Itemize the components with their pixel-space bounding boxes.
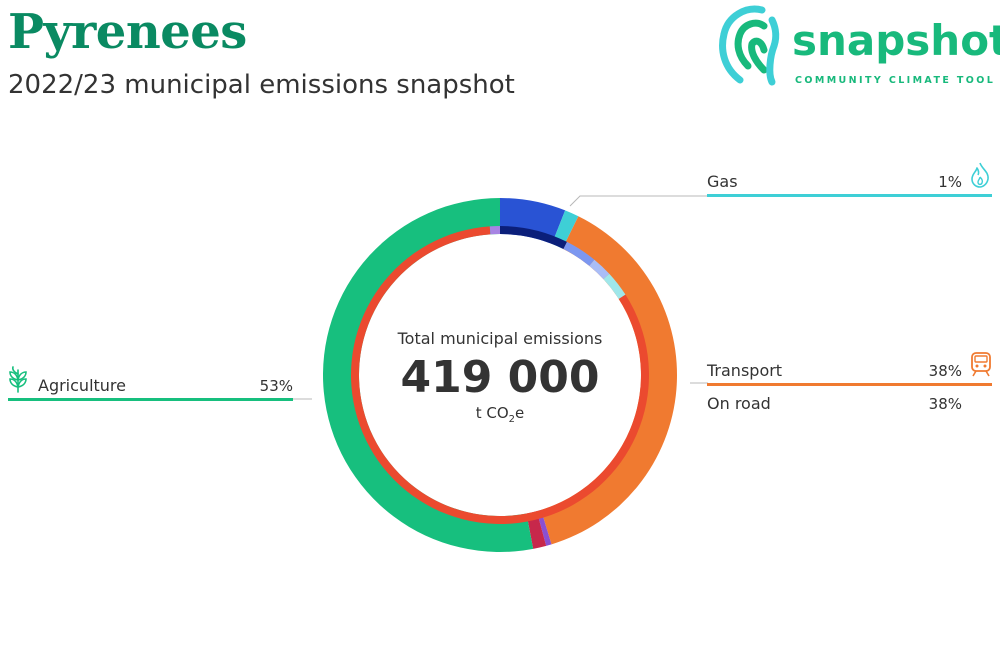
sprout-icon [9, 366, 27, 393]
legend-gas-pct: 1% [938, 173, 962, 191]
inner-slice-waste-sub [489, 226, 500, 235]
flame-icon [971, 162, 989, 188]
inner-slice-electricity-sub-3 [589, 259, 610, 280]
unit-prefix: t CO [475, 404, 509, 422]
legend-transport-pct: 38% [928, 362, 962, 380]
logo-wordmark: snapshot [792, 16, 1000, 65]
train-icon [971, 352, 991, 377]
total-value: 419 000 [400, 352, 600, 403]
unit-suffix: e [515, 404, 525, 422]
legend-transport-underline [707, 383, 992, 386]
legend-agriculture-pct: 53% [259, 377, 293, 395]
outer-slice-waste [536, 509, 552, 546]
fingerprint-logo-icon [719, 5, 780, 86]
inner-slice-electricity-sub-1 [500, 226, 568, 250]
logo-tagline: COMMUNITY CLIMATE TOOL [795, 75, 996, 86]
page-subtitle: 2022/23 municipal emissions snapshot [8, 70, 515, 100]
legend-agriculture-underline [8, 398, 293, 401]
outer-slice-agriculture [323, 197, 534, 552]
total-caption: Total municipal emissions [397, 329, 603, 348]
inner-slice-gas-sub [603, 273, 626, 299]
gas-leader-line [569, 195, 708, 207]
inner-slice-electricity-sub-2 [563, 241, 595, 266]
legend-gas-underline [707, 194, 992, 197]
unit-subscript: 2 [508, 414, 516, 425]
outer-slice-transport [541, 216, 677, 545]
legend-transport-label: Transport [707, 361, 783, 380]
inner-ring [351, 226, 649, 524]
legend-gas-label: Gas [707, 172, 738, 191]
snapshot-logo: snapshot COMMUNITY CLIMATE TOOL [712, 0, 1000, 92]
page-title: Pyrenees [8, 4, 247, 60]
legend-on-road-pct: 38% [928, 395, 962, 413]
legend-on-road-label: On road [707, 394, 771, 413]
leader-lines [292, 195, 708, 400]
legend-agriculture-label: Agriculture [38, 376, 126, 395]
total-unit: t CO2e [360, 404, 640, 425]
